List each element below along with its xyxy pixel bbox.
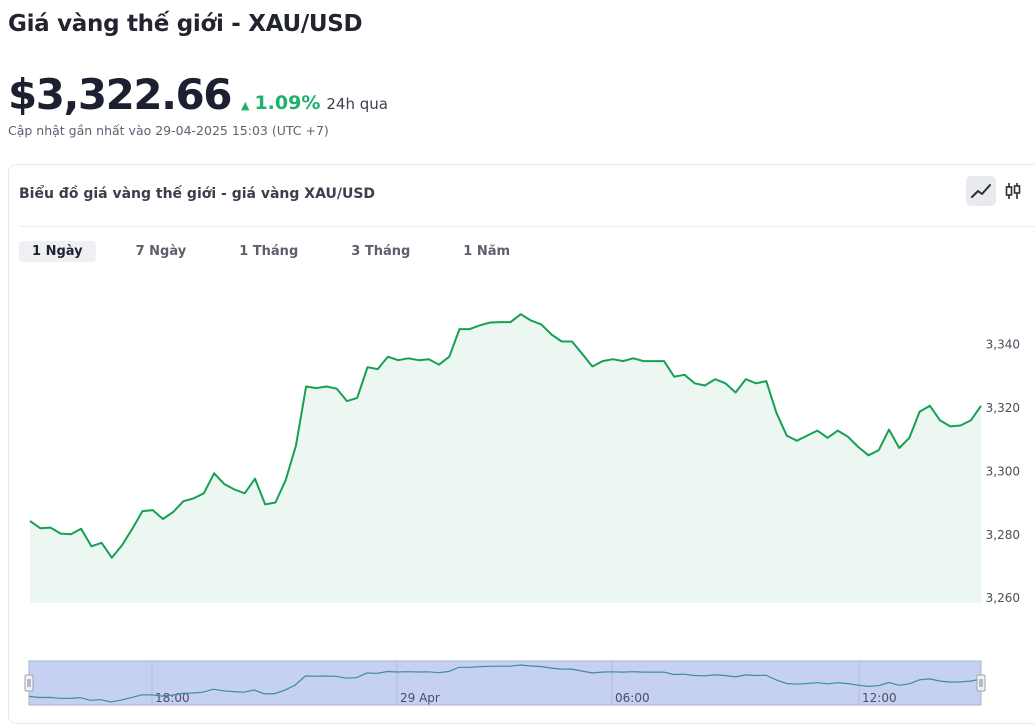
range-3m-tab[interactable]: 3 Tháng: [351, 244, 411, 259]
navigator-left-handle[interactable]: [24, 674, 34, 692]
y-tick-label: 3,340: [986, 338, 1020, 352]
navigator-time-label: 06:00: [615, 691, 650, 705]
range-7d-tab[interactable]: 7 Ngày: [135, 244, 187, 259]
change-period: 24h qua: [326, 95, 388, 113]
navigator-time-label: 12:00: [862, 691, 897, 705]
navigator-time-label: 18:00: [155, 691, 190, 705]
y-tick-label: 3,300: [986, 464, 1020, 478]
range-1m-tab[interactable]: 1 Tháng: [239, 244, 299, 259]
current-price: $3,322.66: [8, 70, 232, 119]
price-line: [29, 313, 982, 559]
line-view-button[interactable]: [966, 176, 996, 206]
line-chart-icon: [971, 184, 991, 198]
card-divider: [19, 226, 1035, 227]
chart-title: Biểu đồ giá vàng thế giới - giá vàng XAU…: [19, 186, 376, 202]
time-range-tabs: 1 Ngày 7 Ngày 1 Tháng 3 Tháng 1 Năm: [19, 241, 550, 262]
y-tick-label: 3,320: [986, 401, 1020, 415]
change-percent: 1.09%: [254, 92, 321, 114]
chart-view-toggle: [966, 176, 1028, 206]
navigator-line: [28, 664, 982, 703]
navigator-time-label: 29 Apr: [400, 691, 440, 705]
y-tick-label: 3,280: [986, 528, 1020, 542]
range-1d-tab[interactable]: 1 Ngày: [19, 241, 96, 262]
navigator-right-handle[interactable]: [976, 674, 986, 692]
price-summary: $3,322.66 ▲ 1.09% 24h qua: [8, 70, 388, 119]
y-tick-label: 3,260: [986, 591, 1020, 605]
range-1y-tab[interactable]: 1 Năm: [463, 244, 511, 259]
candlestick-chart-icon: [1005, 183, 1021, 199]
last-updated: Cập nhật gần nhất vào 29-04-2025 15:03 (…: [8, 123, 329, 138]
candlestick-view-button[interactable]: [998, 176, 1028, 206]
price-area: [30, 314, 981, 603]
page-title: Giá vàng thế giới - XAU/USD: [8, 11, 363, 37]
triangle-up-icon: ▲: [240, 99, 250, 112]
price-change: ▲ 1.09% 24h qua: [241, 92, 388, 114]
